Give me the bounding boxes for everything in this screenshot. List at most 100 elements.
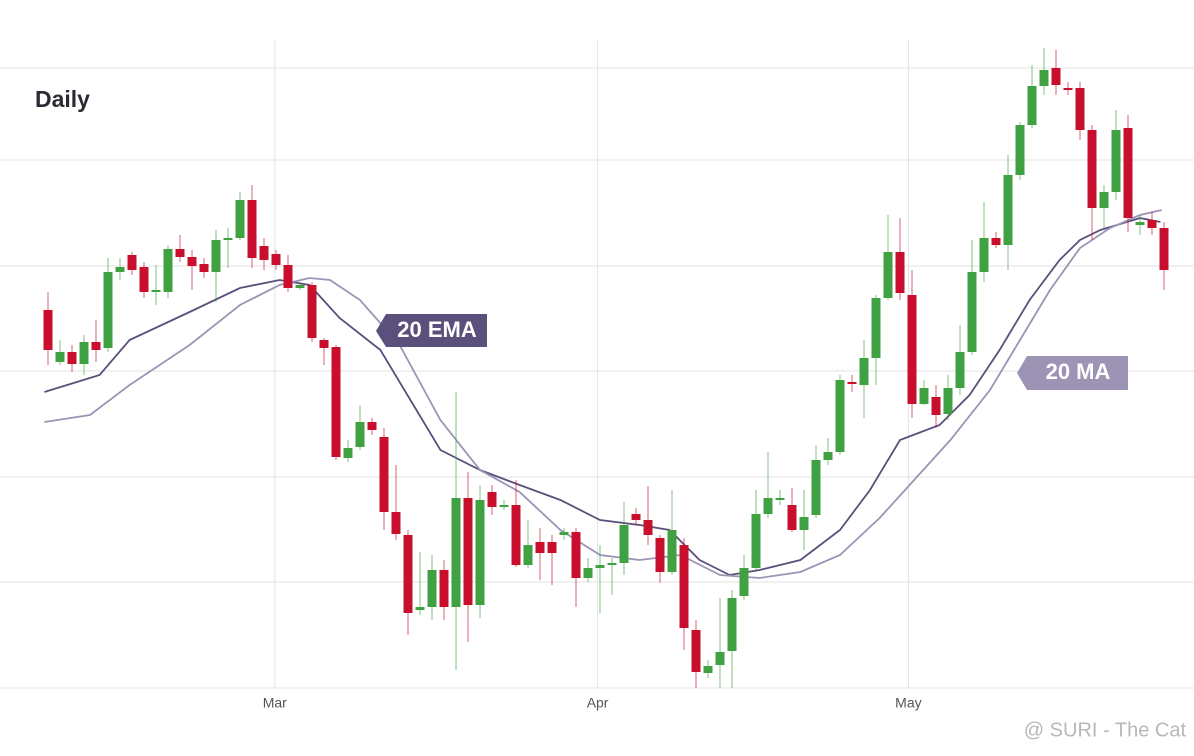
candle-body xyxy=(1015,125,1025,175)
candle-body xyxy=(451,498,461,607)
candle-body xyxy=(715,652,725,665)
candle-body xyxy=(1099,192,1109,208)
candle-body xyxy=(403,535,413,613)
candle-body xyxy=(775,498,785,500)
candle-body xyxy=(391,512,401,534)
candle-body xyxy=(1003,175,1013,245)
candle-body xyxy=(979,238,989,272)
candle-body xyxy=(691,630,701,672)
candle-body xyxy=(763,498,773,514)
candle-body xyxy=(355,422,365,447)
ma-line xyxy=(44,209,1162,579)
candle-body xyxy=(823,452,833,460)
candle-body xyxy=(475,500,485,605)
candle-body xyxy=(811,460,821,515)
ma-callout: 20 MA xyxy=(1017,356,1128,390)
candle-body xyxy=(787,505,797,530)
candle-body xyxy=(211,240,221,272)
candle-body xyxy=(871,298,881,358)
candle-body xyxy=(1027,86,1037,125)
candle-body xyxy=(883,252,893,298)
ema-label: 20 EMA xyxy=(397,317,477,342)
candle-body xyxy=(223,238,233,240)
candle-body xyxy=(643,520,653,535)
candle-body xyxy=(991,238,1001,245)
candle-body xyxy=(319,340,329,348)
candle-body xyxy=(751,514,761,568)
candle-body xyxy=(247,200,257,258)
candle-body xyxy=(1087,130,1097,208)
candle-body xyxy=(559,532,569,535)
candle-body xyxy=(283,265,293,288)
candle-body xyxy=(571,532,581,578)
candle-body xyxy=(151,290,161,292)
candle-body xyxy=(835,380,845,452)
candle-body xyxy=(1075,88,1085,130)
ema-callout-box xyxy=(376,314,487,347)
candle-body xyxy=(595,565,605,568)
candle-body xyxy=(535,542,545,553)
candle-body xyxy=(727,598,737,651)
x-tick-label: Mar xyxy=(263,695,287,711)
candle-body xyxy=(307,285,317,338)
candle-body xyxy=(547,542,557,553)
candle-body xyxy=(1111,130,1121,192)
candle-body xyxy=(259,246,269,260)
candle-body xyxy=(163,249,173,292)
candle-body xyxy=(115,267,125,272)
x-tick-label: May xyxy=(895,695,921,711)
candle-body xyxy=(847,382,857,384)
candle-body xyxy=(1159,228,1169,270)
candle-body xyxy=(655,538,665,572)
candle-body xyxy=(1051,68,1061,85)
candle-body xyxy=(295,285,305,288)
candle-body xyxy=(175,249,185,257)
candle-body xyxy=(511,505,521,565)
candle-body xyxy=(799,517,809,530)
candle-body xyxy=(931,397,941,415)
candle-body xyxy=(739,568,749,596)
ma-callout-box xyxy=(1017,356,1128,390)
candle-body xyxy=(79,342,89,364)
candle-body xyxy=(619,525,629,563)
candle-body xyxy=(235,200,245,238)
ema-callout: 20 EMA xyxy=(376,314,487,347)
candle-body xyxy=(139,267,149,292)
candle-body xyxy=(703,666,713,673)
candle-body xyxy=(91,342,101,350)
ma-label: 20 MA xyxy=(1046,359,1111,384)
candle-body xyxy=(955,352,965,388)
candle-body xyxy=(859,358,869,385)
candle-body xyxy=(343,448,353,458)
candle-body xyxy=(607,563,617,565)
candle-body xyxy=(1123,128,1133,218)
candle-body xyxy=(1147,220,1157,228)
candle-body xyxy=(1039,70,1049,86)
candle-layer xyxy=(43,48,1169,688)
candle-body xyxy=(331,347,341,457)
candle-body xyxy=(199,264,209,272)
candle-body xyxy=(427,570,437,607)
candle-body xyxy=(679,545,689,628)
candle-body xyxy=(907,295,917,404)
candle-body xyxy=(67,352,77,364)
candle-body xyxy=(439,570,449,607)
candle-body xyxy=(499,505,509,507)
candle-body xyxy=(187,257,197,266)
chart-title: Daily xyxy=(35,86,90,112)
candle-body xyxy=(43,310,53,350)
candle-body xyxy=(1063,88,1073,90)
candle-body xyxy=(523,545,533,565)
candle-body xyxy=(55,352,65,362)
candle-body xyxy=(967,272,977,352)
candle-body xyxy=(1135,222,1145,225)
candle-body xyxy=(271,254,281,265)
candle-body xyxy=(415,607,425,610)
candle-body xyxy=(919,388,929,404)
candle-body xyxy=(463,498,473,605)
candle-body xyxy=(583,568,593,578)
candle-body xyxy=(943,388,953,414)
candle-body xyxy=(895,252,905,293)
